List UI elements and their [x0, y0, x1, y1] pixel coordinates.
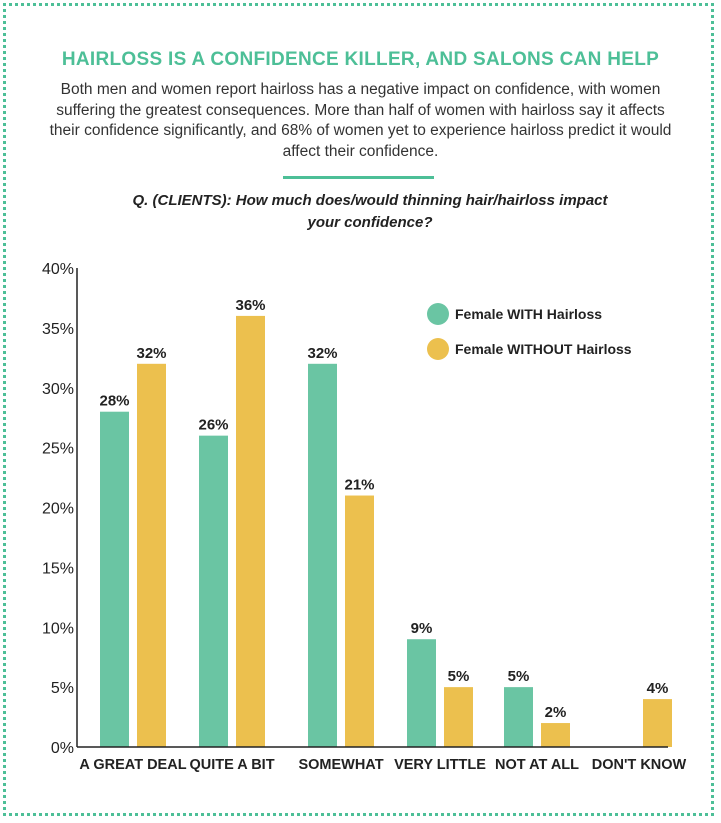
bar — [100, 411, 129, 747]
y-tick-label: 20% — [42, 501, 74, 518]
x-tick-label: A GREAT DEAL — [79, 757, 186, 773]
legend-swatch — [427, 338, 449, 360]
y-tick-label: 10% — [42, 620, 74, 637]
bar-value-label: 5% — [508, 668, 530, 685]
intro-paragraph: Both men and women report hairloss has a… — [49, 81, 672, 160]
bar — [504, 687, 533, 747]
bar — [308, 363, 337, 747]
divider — [283, 176, 434, 179]
y-tick-label: 0% — [51, 740, 74, 757]
x-axis-labels: A GREAT DEAL QUITE A BIT SOMEWHAT VERY LITT… — [79, 757, 686, 773]
bar — [407, 639, 436, 747]
bar-value-label: 21% — [344, 477, 374, 494]
legend: Female WITH Hairloss Female WITHOUT Hairl… — [427, 303, 632, 360]
chart-title: Q. (CLIENTS): How much does/would thinni… — [132, 192, 608, 231]
bar-value-labels: 28% 26% 32% 9% 5% 32% 36% 21% 5% 2% 4% — [99, 297, 668, 721]
y-tick-label: 15% — [42, 560, 74, 577]
x-tick-label: DON'T KNOW — [592, 757, 687, 773]
bar — [137, 363, 166, 747]
bar-value-label: 5% — [448, 668, 470, 685]
bar-value-label: 36% — [235, 297, 265, 314]
dotted-border — [3, 3, 714, 816]
bar — [236, 315, 265, 747]
bar — [444, 687, 473, 747]
bar — [199, 435, 228, 747]
bar-value-label: 32% — [307, 345, 337, 362]
y-axis-ticks: 0% 5% 10% 15% 20% 25% 30% 35% 40% — [42, 261, 74, 757]
x-tick-label: SOMEWHAT — [298, 757, 383, 773]
y-tick-label: 35% — [42, 321, 74, 338]
bar-value-label: 2% — [545, 704, 567, 721]
bar — [541, 723, 570, 747]
bars — [100, 315, 672, 747]
x-tick-label: QUITE A BIT — [189, 757, 274, 773]
bar — [643, 699, 672, 747]
legend-swatch — [427, 303, 449, 325]
legend-label: Female WITHOUT Hairloss — [455, 341, 632, 357]
page-title: HAIRLOSS IS A CONFIDENCE KILLER, AND SAL… — [61, 49, 660, 70]
y-tick-label: 5% — [51, 680, 74, 697]
x-tick-label: VERY LITTLE — [394, 757, 486, 773]
bar — [345, 495, 374, 747]
y-tick-label: 40% — [42, 261, 74, 278]
bar-value-label: 28% — [99, 393, 129, 410]
y-tick-label: 25% — [42, 441, 74, 458]
bar-value-label: 26% — [198, 417, 228, 434]
bar-value-label: 4% — [647, 680, 669, 697]
bar-value-label: 32% — [136, 345, 166, 362]
x-tick-label: NOT AT ALL — [495, 757, 579, 773]
bar-value-label: 9% — [411, 620, 433, 637]
y-tick-label: 30% — [42, 381, 74, 398]
legend-label: Female WITH Hairloss — [455, 306, 602, 322]
